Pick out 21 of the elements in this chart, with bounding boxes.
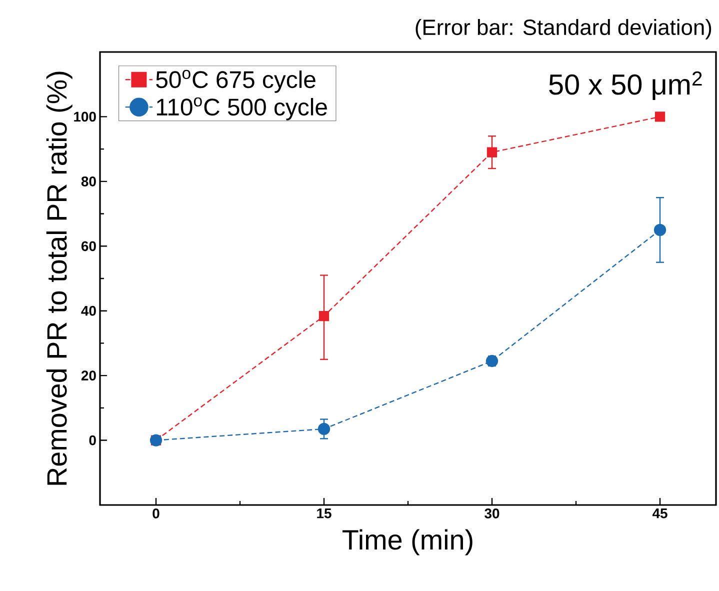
legend-label: 110$^{o}$C 500 cycle (156, 97, 327, 120)
annotation: 50 x 50 μm$^{2}$ (549, 71, 702, 100)
x-tick-label: 15 (317, 508, 332, 518)
y-tick-label: 80 (81, 176, 96, 186)
y-tick-label: 0 (89, 435, 96, 446)
x-tick-label: 0 (152, 508, 160, 518)
point (318, 422, 330, 436)
x-tick-label: 45 (652, 508, 668, 518)
point (486, 147, 498, 158)
legend-label: 50$^{o}$C 675 cycle (156, 70, 316, 93)
point (318, 310, 330, 322)
y-axis-title: Removed PR to total PR ratio (%) (46, 72, 72, 485)
y-tick-label: 100 (74, 112, 96, 122)
y-tick-label: 60 (81, 241, 96, 252)
x-tick-label: 30 (484, 508, 500, 518)
y-tick-label: 20 (81, 370, 96, 381)
x-axis-title: Time (min) (342, 529, 472, 556)
y-tick-label: 40 (81, 306, 96, 316)
text: (Error bar: Standard deviation) (416, 18, 712, 40)
point (654, 224, 666, 236)
point (654, 112, 666, 122)
